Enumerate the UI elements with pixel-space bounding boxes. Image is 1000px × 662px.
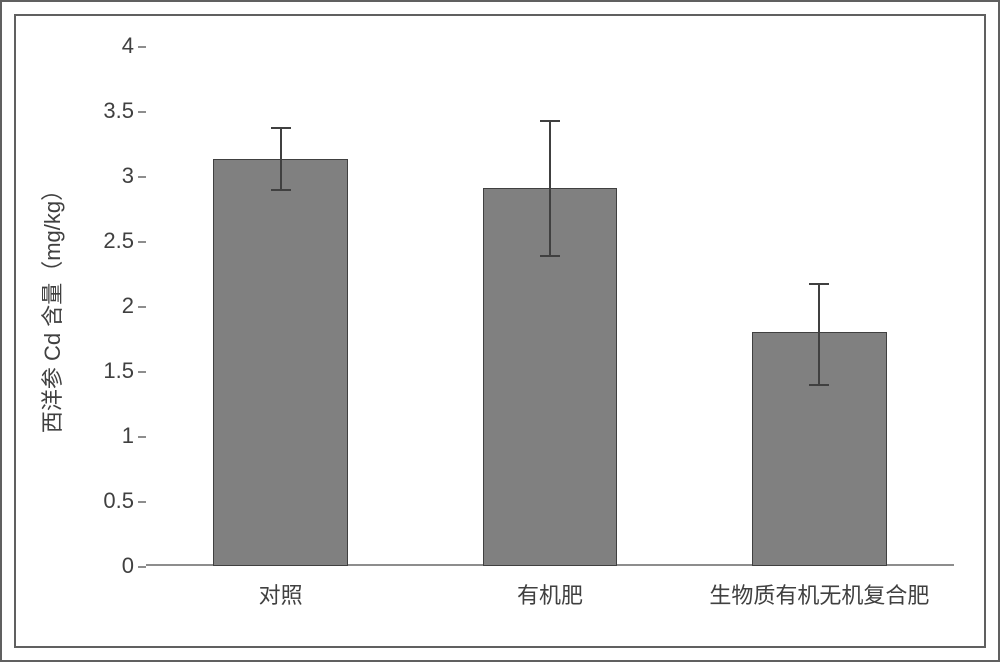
y-tick-label: 2 [122,293,146,319]
y-tick-label: 1 [122,423,146,449]
error-bar-cap [540,255,560,257]
plot-area: 00.511.522.533.54对照有机肥生物质有机无机复合肥 [146,46,954,566]
error-bar-cap [271,189,291,191]
error-bar [280,127,282,189]
error-bar-cap [271,127,291,129]
bar-chart: 00.511.522.533.54对照有机肥生物质有机无机复合肥西洋参 Cd 含… [16,16,984,646]
error-bar [818,283,820,384]
error-bar-cap [809,384,829,386]
y-tick-label: 0.5 [103,488,146,514]
y-tick-label: 1.5 [103,358,146,384]
outer-frame: 00.511.522.533.54对照有机肥生物质有机无机复合肥西洋参 Cd 含… [0,0,1000,662]
error-bar-cap [540,120,560,122]
x-tick-label: 对照 [259,566,303,610]
y-tick-label: 3.5 [103,98,146,124]
y-tick-label: 2.5 [103,228,146,254]
inner-frame: 00.511.522.533.54对照有机肥生物质有机无机复合肥西洋参 Cd 含… [14,14,986,648]
y-tick-label: 4 [122,33,146,59]
y-tick-label: 3 [122,163,146,189]
error-bar-cap [809,283,829,285]
bar [213,159,348,566]
x-tick-label: 有机肥 [517,566,583,610]
x-tick-label: 生物质有机无机复合肥 [709,566,929,610]
y-tick-label: 0 [122,553,146,579]
y-axis-title: 西洋参 Cd 含量（mg/kg） [35,179,67,433]
error-bar [549,120,551,255]
